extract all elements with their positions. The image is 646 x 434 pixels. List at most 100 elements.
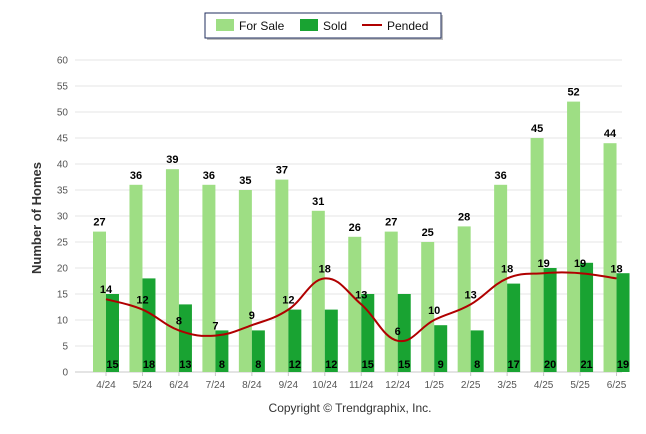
x-tick-label: 2/25 — [461, 380, 481, 391]
bar-for-sale — [165, 169, 179, 372]
data-label-sold: 18 — [143, 359, 155, 371]
data-label-pended: 13 — [355, 289, 367, 301]
legend-swatch-sold — [300, 19, 318, 31]
data-label-pended: 7 — [212, 321, 218, 333]
bar-sold — [288, 309, 302, 372]
bar-sold — [397, 294, 411, 372]
x-axis-ticks: 4/24 5/24 6/24 7/24 8/24 9/24 10/24 11/24 12/24 1… — [96, 372, 627, 391]
bar-for-sale — [494, 184, 508, 372]
bar-sold — [543, 268, 557, 372]
data-label-sold: 19 — [617, 359, 629, 371]
bar-sold — [251, 330, 265, 372]
data-label-for-sale: 25 — [422, 227, 434, 239]
data-label-for-sale: 26 — [349, 222, 361, 234]
data-label-sold: 13 — [179, 359, 191, 371]
data-label-sold: 8 — [219, 359, 225, 371]
data-label-for-sale: 52 — [567, 87, 579, 99]
bar-sold — [178, 304, 192, 372]
legend-frame — [204, 12, 442, 39]
data-label-pended: 12 — [136, 295, 148, 307]
data-label-pended: 14 — [100, 284, 113, 296]
x-tick-label: 5/25 — [570, 380, 590, 391]
data-label-pended: 9 — [249, 310, 255, 322]
data-label-sold: 9 — [438, 359, 444, 371]
data-label-pended: 8 — [176, 315, 182, 327]
data-labels: 27 15 36 18 39 13 36 8 35 8 37 12 31 12 26 15 27 15 25 9 28 8… — [93, 87, 629, 371]
data-label-for-sale: 37 — [276, 165, 288, 177]
bar-for-sale — [421, 242, 435, 372]
legend-swatch-for-sale — [216, 19, 234, 31]
data-label-for-sale: 27 — [93, 217, 105, 229]
data-label-pended: 6 — [395, 326, 401, 338]
data-label-pended: 10 — [428, 305, 440, 317]
data-label-for-sale: 31 — [312, 196, 324, 208]
y-tick-label: 55 — [57, 82, 69, 93]
data-label-for-sale: 27 — [385, 217, 397, 229]
bar-for-sale — [530, 138, 544, 372]
x-tick-label: 4/24 — [96, 380, 116, 391]
legend[interactable]: For Sale Sold Pended — [204, 12, 443, 40]
bar-sold — [215, 330, 229, 372]
data-label-sold: 8 — [474, 359, 480, 371]
data-label-for-sale: 39 — [166, 154, 178, 166]
bar-for-sale — [238, 190, 252, 372]
x-tick-label: 8/24 — [242, 380, 262, 391]
bar-sold — [616, 273, 630, 372]
y-tick-label: 25 — [57, 238, 69, 249]
data-label-for-sale: 28 — [458, 211, 470, 223]
y-tick-label: 40 — [57, 160, 69, 171]
data-label-pended: 18 — [501, 263, 513, 275]
y-axis-label: Number of Homes — [29, 162, 44, 274]
x-tick-label: 6/24 — [169, 380, 189, 391]
bar-for-sale — [457, 226, 471, 372]
bar-sold — [142, 278, 156, 372]
data-label-for-sale: 36 — [130, 170, 142, 182]
pended-line-layer — [105, 271, 617, 343]
data-label-for-sale: 36 — [495, 170, 507, 182]
data-label-pended: 19 — [537, 258, 549, 270]
bar-for-sale — [311, 210, 325, 372]
data-label-sold: 15 — [106, 359, 118, 371]
legend-label-pended: Pended — [387, 19, 428, 33]
y-axis-ticks: 0 5 10 15 20 25 30 35 40 45 50 55 60 — [57, 56, 69, 379]
bar-sold — [106, 294, 119, 372]
data-label-for-sale: 44 — [604, 128, 617, 140]
data-label-pended: 12 — [282, 295, 294, 307]
legend-label-for-sale: For Sale — [239, 19, 285, 33]
data-label-sold: 12 — [289, 359, 301, 371]
x-tick-label: 10/24 — [312, 380, 337, 391]
bars — [93, 101, 630, 372]
bar-for-sale — [129, 184, 143, 372]
data-label-pended: 13 — [465, 289, 477, 301]
data-label-sold: 20 — [544, 359, 556, 371]
data-label-sold: 21 — [580, 359, 592, 371]
bar-for-sale — [384, 231, 398, 372]
x-tick-label: 1/25 — [424, 380, 444, 391]
y-tick-label: 15 — [57, 290, 69, 301]
x-tick-label: 6/25 — [607, 380, 627, 391]
data-label-pended: 19 — [574, 258, 586, 270]
y-tick-label: 0 — [62, 368, 68, 379]
y-tick-label: 20 — [57, 264, 69, 275]
data-label-for-sale: 36 — [203, 170, 215, 182]
y-tick-label: 35 — [57, 186, 69, 197]
y-tick-label: 5 — [62, 342, 68, 353]
x-tick-label: 4/25 — [534, 380, 554, 391]
data-label-for-sale: 45 — [531, 123, 543, 135]
data-label-for-sale: 35 — [239, 175, 251, 187]
y-tick-label: 45 — [57, 134, 69, 145]
y-tick-label: 60 — [57, 56, 69, 67]
bar-for-sale — [567, 101, 581, 372]
data-label-sold: 15 — [398, 359, 410, 371]
bar-for-sale — [275, 179, 289, 372]
x-tick-label: 9/24 — [279, 380, 299, 391]
y-tick-label: 10 — [57, 316, 69, 327]
data-label-pended: 18 — [610, 263, 622, 275]
copyright-text: Copyright © Trendgraphix, Inc. — [269, 401, 432, 415]
bar-for-sale — [348, 236, 362, 372]
bar-sold — [507, 283, 521, 372]
data-label-sold: 17 — [508, 359, 520, 371]
legend-label-sold: Sold — [323, 19, 347, 33]
